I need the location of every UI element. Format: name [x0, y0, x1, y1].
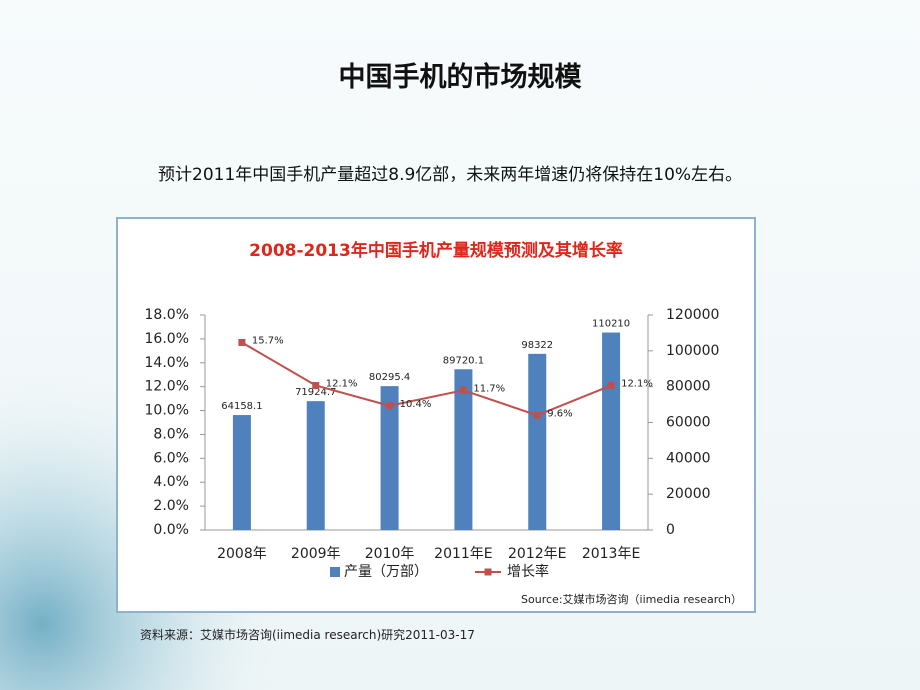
- x-tick-label: 2013年E: [582, 546, 640, 562]
- line-marker: [459, 386, 467, 394]
- y-tick-label: 4.0%: [153, 474, 189, 490]
- y-tick-label: 2.0%: [153, 498, 189, 514]
- chart-title: 2008-2013年中国手机产量规模预测及其增长率: [249, 240, 623, 261]
- y-tick-label: 6.0%: [153, 450, 189, 466]
- bar: [528, 353, 547, 530]
- y-tick-label: 8.0%: [153, 426, 189, 442]
- x-tick-label: 2011年E: [434, 546, 492, 562]
- y2-tick-label: 20000: [666, 486, 711, 502]
- line-value-label: 12.1%: [621, 378, 653, 389]
- y-tick-label: 18.0%: [145, 307, 189, 323]
- line-value-label: 12.1%: [326, 378, 358, 389]
- legend-swatch: [330, 567, 340, 577]
- legend-label: 产量（万部）: [344, 564, 428, 580]
- bar-value-label: 80295.4: [369, 372, 410, 383]
- slide-footer: 资料来源：艾媒市场咨询(iimedia research)研究2011-03-1…: [140, 628, 475, 642]
- x-tick-label: 2009年: [291, 546, 341, 562]
- y-tick-label: 10.0%: [145, 403, 189, 419]
- bar: [602, 332, 621, 530]
- line-value-label: 15.7%: [252, 335, 284, 346]
- bar-value-label: 64158.1: [221, 401, 262, 412]
- line-value-label: 11.7%: [473, 383, 505, 394]
- x-tick-label: 2010年: [365, 546, 415, 562]
- line-marker: [312, 381, 320, 389]
- bar-value-label: 98322: [521, 340, 553, 351]
- chart-source: Source:艾媒市场咨询（iimedia research）: [521, 592, 742, 606]
- y2-tick-label: 120000: [666, 307, 719, 323]
- y-tick-label: 12.0%: [145, 379, 189, 395]
- y2-tick-label: 80000: [666, 379, 711, 395]
- line-value-label: 9.6%: [547, 408, 572, 419]
- y-tick-label: 14.0%: [145, 355, 189, 371]
- bar: [380, 386, 399, 530]
- legend-swatch: [484, 568, 492, 576]
- bar: [306, 401, 325, 530]
- bar-value-label: 89720.1: [443, 355, 484, 366]
- x-tick-label: 2008年: [217, 546, 267, 562]
- line-marker: [238, 338, 246, 346]
- y2-tick-label: 40000: [666, 450, 711, 466]
- y2-tick-label: 60000: [666, 415, 711, 431]
- legend-label: 增长率: [507, 563, 549, 580]
- slide-title: 中国手机的市场规模: [338, 62, 582, 93]
- chart-frame: [116, 217, 756, 613]
- bar-value-label: 110210: [592, 319, 630, 330]
- line-marker: [386, 402, 394, 410]
- line-value-label: 10.4%: [400, 399, 432, 410]
- y2-tick-label: 100000: [666, 343, 719, 359]
- y-tick-label: 16.0%: [145, 331, 189, 347]
- line-marker: [533, 411, 541, 419]
- y-tick-label: 0.0%: [153, 522, 189, 538]
- y2-tick-label: 0: [666, 522, 675, 538]
- bar: [232, 415, 251, 530]
- x-tick-label: 2012年E: [508, 546, 566, 562]
- bar-value-label: 71924.7: [295, 387, 336, 398]
- line: [241, 341, 612, 417]
- slide-subtitle: 预计2011年中国手机产量超过8.9亿部，未来两年增速仍将保持在10%左右。: [158, 165, 743, 185]
- bar: [454, 369, 473, 530]
- line-marker: [607, 381, 615, 389]
